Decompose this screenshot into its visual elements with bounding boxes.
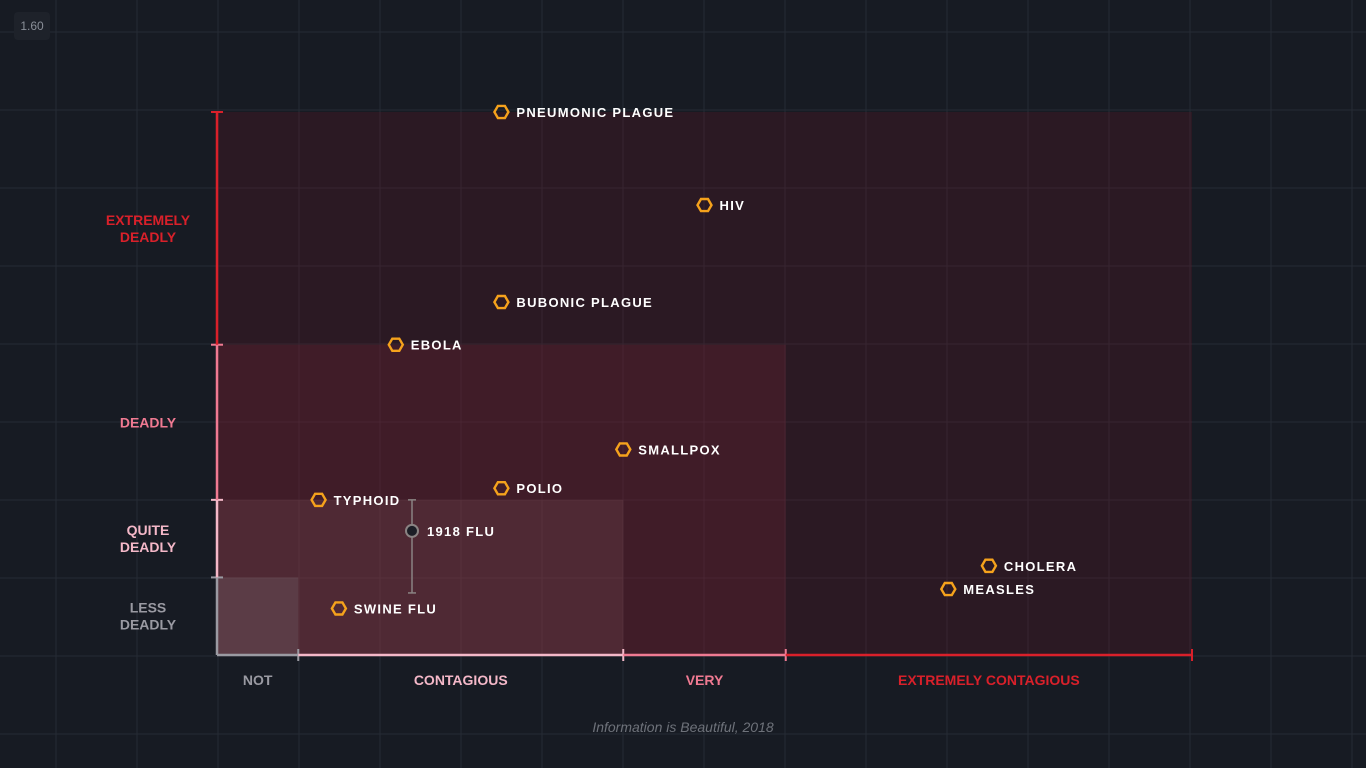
risk-region (217, 112, 1192, 655)
zoom-badge: 1.60 (14, 12, 50, 40)
data-point-label: CHOLERA (1004, 559, 1077, 574)
x-band-label: VERY (686, 672, 724, 688)
data-point-marker (310, 492, 327, 508)
source-credit: Information is Beautiful, 2018 (592, 719, 774, 735)
data-point-label: MEASLES (963, 582, 1035, 597)
data-point-marker (614, 442, 632, 457)
data-point-label: POLIO (516, 481, 563, 496)
data-point-label: HIV (720, 198, 746, 213)
data-point-label: SWINE FLU (354, 601, 437, 616)
data-point-marker (493, 481, 510, 496)
data-point-label: PNEUMONIC PLAGUE (516, 105, 674, 120)
x-band-label: CONTAGIOUS (414, 672, 508, 688)
data-point-label: EBOLA (411, 338, 463, 353)
data-point-marker (405, 523, 419, 538)
risk-region (217, 499, 624, 655)
data-point-marker (330, 601, 348, 616)
data-point-label: TYPHOID (334, 493, 401, 508)
data-point-marker (980, 558, 998, 574)
x-band-label: EXTREMELY CONTAGIOUS (898, 672, 1080, 688)
data-point-marker (387, 337, 405, 352)
data-point-marker (493, 294, 510, 310)
x-band-label: NOT (243, 672, 273, 688)
risk-region (217, 577, 299, 655)
data-point-marker (939, 581, 957, 597)
y-band-label: QUITE DEADLY (120, 522, 177, 555)
data-point-label: SMALLPOX (638, 442, 721, 457)
y-band-label: LESS DEADLY (120, 600, 177, 633)
data-point-marker (696, 197, 713, 213)
data-point-marker (493, 104, 510, 120)
data-point-label: BUBONIC PLAGUE (516, 295, 653, 310)
y-band-label: EXTREMELY DEADLY (106, 212, 191, 245)
data-point-label: 1918 FLU (427, 524, 495, 539)
y-band-label: DEADLY (120, 414, 177, 430)
